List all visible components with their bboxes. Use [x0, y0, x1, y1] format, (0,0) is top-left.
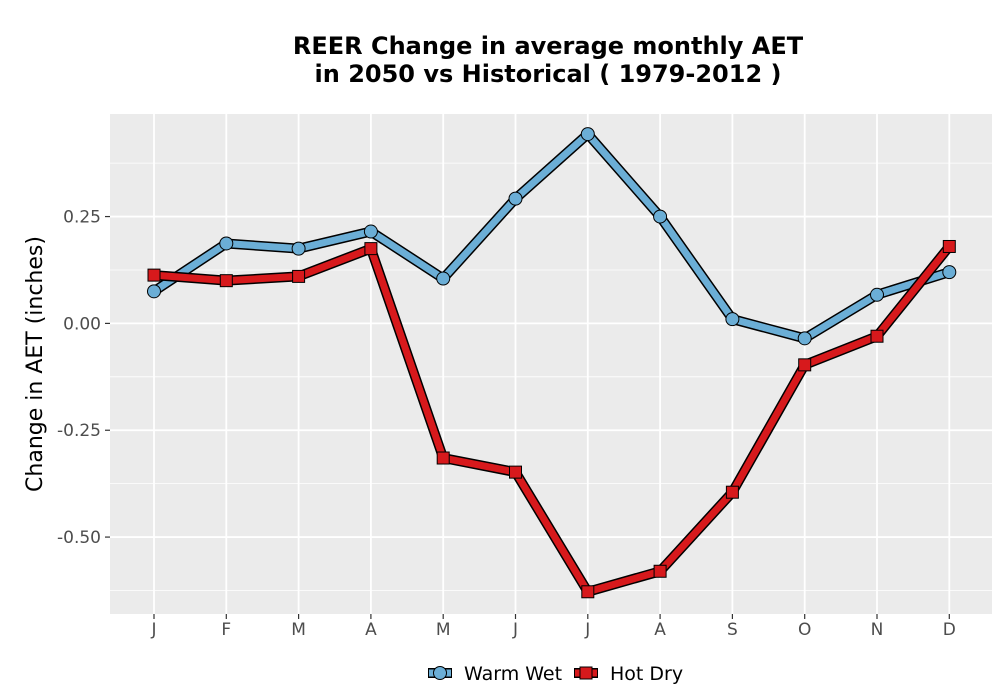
- series-line: [150, 130, 953, 342]
- data-point: [292, 269, 306, 283]
- data-point: [580, 127, 595, 142]
- x-tick-label: N: [871, 620, 884, 640]
- data-point: [870, 287, 884, 302]
- series-hot-dry: [147, 239, 956, 599]
- data-point: [653, 564, 667, 578]
- data-point: [870, 329, 884, 343]
- legend-item-warm-wet: Warm Wet: [428, 663, 562, 685]
- x-tick-label: D: [943, 620, 956, 640]
- data-point: [147, 268, 161, 282]
- x-tick-label: F: [221, 620, 231, 640]
- data-point: [942, 265, 957, 280]
- y-tick-label: 0.25: [63, 208, 101, 228]
- legend-item-hot-dry: Hot Dry: [574, 663, 683, 685]
- legend-label: Hot Dry: [610, 663, 683, 685]
- x-tick-label: A: [654, 620, 666, 640]
- data-point: [798, 358, 812, 372]
- x-tick-label: A: [365, 620, 377, 640]
- chart-title-line2: in 2050 vs Historical ( 1979-2012 ): [315, 60, 782, 88]
- data-point: [147, 284, 161, 299]
- chart-title-line1: REER Change in average monthly AET: [293, 32, 804, 60]
- data-point: [942, 239, 956, 253]
- legend-key-marker: [433, 666, 447, 680]
- x-tick-label: M: [291, 620, 306, 640]
- data-point: [509, 465, 522, 479]
- grid: [110, 114, 992, 614]
- series-warm-wet: [147, 127, 957, 346]
- data-point: [363, 224, 378, 239]
- data-point: [508, 191, 523, 206]
- legend: Warm Wet Hot Dry: [428, 663, 683, 685]
- legend-key-marker: [579, 666, 593, 680]
- data-point: [291, 241, 306, 256]
- legend-label: Warm Wet: [464, 663, 562, 685]
- series-layer: [147, 127, 957, 599]
- y-tick-label: -0.50: [57, 528, 101, 548]
- y-tick-label: -0.25: [57, 421, 101, 441]
- series-line: [150, 242, 953, 596]
- y-axis-ticks: 0.25 0.00 -0.25 -0.50: [57, 208, 110, 548]
- data-point: [581, 585, 595, 599]
- data-point: [219, 236, 234, 251]
- data-point: [364, 242, 378, 256]
- x-tick-label: S: [727, 620, 738, 640]
- y-tick-label: 0.00: [63, 314, 101, 334]
- data-point: [436, 271, 451, 286]
- x-tick-label: J: [584, 620, 590, 640]
- data-point: [797, 331, 812, 346]
- x-tick-label: M: [436, 620, 451, 640]
- data-point: [219, 274, 233, 288]
- data-point: [653, 209, 668, 224]
- y-axis-label: Change in AET (inches): [23, 236, 48, 492]
- x-tick-label: O: [798, 620, 811, 640]
- data-point: [725, 485, 739, 499]
- x-tick-label: J: [150, 620, 156, 640]
- x-tick-label: J: [512, 620, 518, 640]
- data-point: [725, 312, 740, 327]
- data-point: [436, 451, 450, 465]
